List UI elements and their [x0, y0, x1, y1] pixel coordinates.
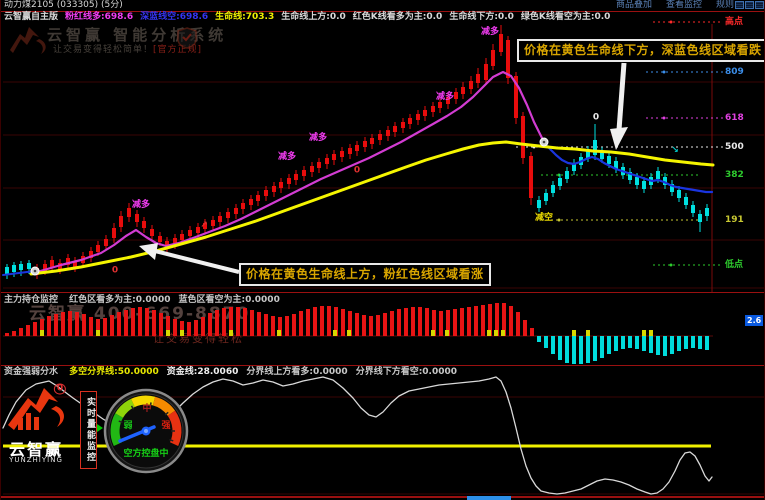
marker-glyph: 0: [353, 165, 361, 176]
position-histogram: [3, 303, 713, 364]
logo-name: 云智赢: [8, 440, 63, 459]
layout-button-1[interactable]: [735, 1, 744, 9]
indicator-value-3: 生命线:703.3: [215, 12, 275, 22]
gauge-strong-label: 强: [161, 421, 171, 431]
indicator-value-2: 深蓝线空:698.6: [140, 12, 209, 22]
price-level-label: 809: [725, 67, 744, 77]
gauge-status-text: 空方控盘中: [123, 449, 169, 459]
annotation-arrows: [139, 62, 628, 274]
separator-panel3: [1, 365, 764, 366]
marker-glyph: ↗: [200, 220, 208, 231]
panel2-title: 主力持仓监控: [4, 295, 59, 305]
scrollbar-thumb[interactable]: [467, 496, 511, 500]
titlebar-menu: 商品叠加 查看监控 规则: [616, 0, 734, 11]
p3head-item-1: 资金线:28.0060: [166, 367, 239, 377]
yellow-life-line: [29, 140, 715, 276]
separator-top: [1, 11, 764, 12]
bull-logo-icon: [8, 388, 65, 430]
realtime-volume-monitor-tab[interactable]: 实时量能监控: [80, 391, 97, 469]
watermark-tag: [官方正规]: [153, 45, 203, 55]
watermark-subtitle: 让交易变得轻松简单！[官方正规]: [53, 45, 203, 55]
p2head-item-0: 红色区看多为主:0.0000: [69, 295, 171, 305]
layout-button-3[interactable]: [755, 1, 764, 9]
price-level-label: 618: [725, 113, 744, 123]
title-bar: 动力煤2105 (033305) (5分) 商品叠加 查看监控 规则: [1, 0, 764, 11]
separator-bottom: [1, 496, 764, 498]
signal-label: 减空: [534, 213, 554, 223]
panel2-header: 主力持仓监控 红色区看多为主:0.0000 蓝色区看空为主:0.0000: [4, 295, 288, 306]
layout-button-2[interactable]: [745, 1, 754, 9]
indicator-value-6: 生命线下方:0.0: [449, 12, 514, 22]
indicator-value-5: 红色K线看多为主:0.0: [352, 12, 443, 22]
signal-label: 减多: [277, 152, 297, 162]
price-level-label: 191: [725, 215, 744, 225]
menu-item-2[interactable]: 规则: [715, 0, 734, 10]
separator-panel2: [1, 292, 764, 293]
bull-watermark-icon: [10, 27, 46, 54]
marker-glyph: 0: [111, 265, 119, 276]
menu-item-1[interactable]: 查看监控: [665, 0, 702, 10]
window-buttons: [735, 1, 764, 9]
signal-label: 减多: [131, 200, 151, 210]
price-level-label: 500: [725, 142, 744, 152]
panel2-value-badge: 2.6: [745, 315, 764, 326]
price-level-label: 高点: [725, 17, 744, 27]
logo-subname: YUNZHIYING: [9, 456, 63, 464]
gauge-mid-label: 中: [142, 404, 152, 414]
deep-blue-trend-line: [542, 140, 714, 194]
indicator-values-bar: 云智赢自主版 粉红线多:698.6 深蓝线空:698.6 生命线:703.3 生命线上方…: [4, 12, 617, 23]
gauge-weak-label: 弱: [123, 421, 133, 431]
marker-glyph: 0: [53, 383, 67, 395]
marker-glyph: ↘: [671, 145, 679, 156]
signal-label: 减多: [308, 133, 328, 143]
p3head-item-3: 分界线下方看空:0.0000: [355, 367, 458, 377]
signal-label: 减多: [435, 92, 455, 102]
indicator-value-0: 云智赢自主版: [4, 12, 59, 22]
indicator-value-7: 绿色K线看空为主:0.0: [520, 12, 611, 22]
bearish-annotation: 价格在黄色生命线下方，深蓝色线区域看跌: [517, 39, 764, 62]
marker-glyph: 0: [592, 112, 600, 123]
price-level-label: 低点: [725, 260, 744, 270]
panel3-title: 资金强弱分水: [4, 367, 59, 377]
p3head-item-2: 分界线上方看多:0.0000: [246, 367, 348, 377]
bullish-annotation: 价格在黄色生命线上方，粉红色线区域看涨: [239, 263, 491, 286]
p3head-item-0: 多空分界线:50.0000: [69, 367, 159, 377]
price-level-label: 382: [725, 170, 744, 180]
p2head-item-1: 蓝色区看空为主:0.0000: [178, 295, 280, 305]
blue-line-left: [2, 270, 36, 276]
shield-badge-icon: [177, 27, 197, 49]
menu-item-0[interactable]: 商品叠加: [615, 0, 652, 10]
green-play-icon: [97, 424, 103, 432]
pink-trend-line: [35, 70, 546, 274]
instrument-title: 动力煤2105 (033305) (5分): [4, 0, 123, 10]
indicator-value-4: 生命线上方:0.0: [281, 12, 346, 22]
volume-gauge: [103, 388, 189, 474]
signal-label: 减多: [480, 27, 500, 37]
indicator-value-1: 粉红线多:698.6: [65, 12, 134, 22]
panel3-header: 资金强弱分水 多空分界线:50.0000 资金线:28.0060 分界线上方看多:0…: [4, 367, 465, 378]
